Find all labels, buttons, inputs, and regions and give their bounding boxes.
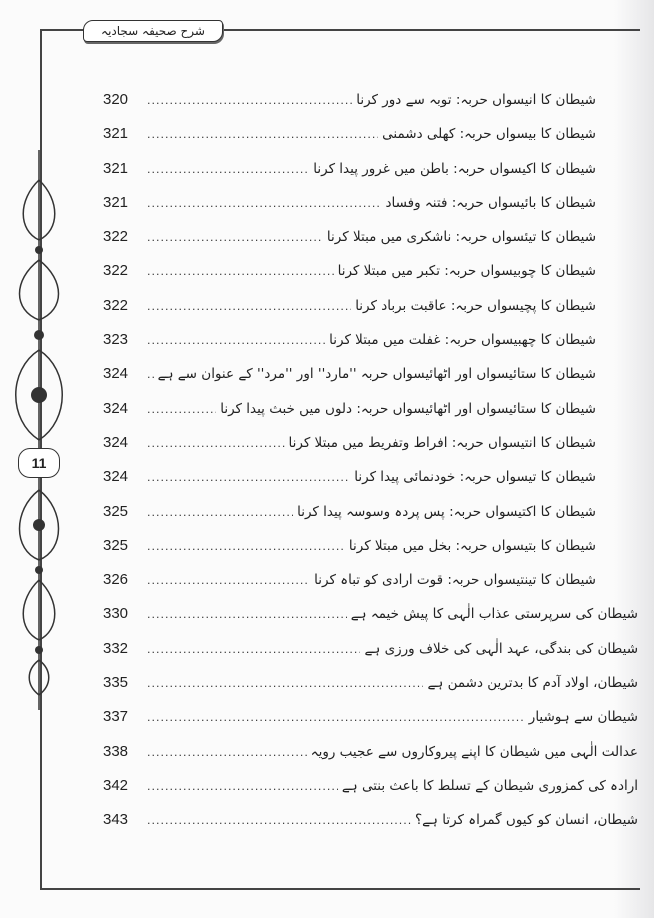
- toc-entry-page: 325: [103, 536, 129, 554]
- toc-entry-title: شیطان کا پچیسواں حربہ: عاقبت برباد کرنا: [355, 297, 596, 314]
- toc-entry-title: شیطان سے ہوشیار: [528, 709, 638, 726]
- toc-entry[interactable]: ارادہ کی کمزوری شیطان کے تسلط کا باعث بن…: [103, 774, 638, 808]
- toc-entry[interactable]: شیطان، اولاد آدم کا بدترین دشمن ہے 335: [103, 671, 638, 705]
- running-header: شرح صحیفہ سجادیہ: [83, 20, 223, 42]
- toc-entry-page: 330: [103, 605, 129, 623]
- toc-entry[interactable]: شیطان کا چوبیسواں حربہ: تکبر میں مبتلا ک…: [103, 259, 638, 293]
- leader-dots: [147, 295, 351, 319]
- toc-entry[interactable]: شیطان کا پچیسواں حربہ: عاقبت برباد کرنا 3…: [103, 294, 638, 328]
- leader-dots: [147, 89, 352, 113]
- toc-entry-page: 343: [103, 811, 129, 829]
- toc-entry[interactable]: شیطان کی سرپرستی عذاب الٰہی کا پیش خیمہ …: [103, 602, 638, 636]
- toc-entry[interactable]: شیطان کا بیسواں حربہ: کھلی دشمنی 321: [103, 122, 638, 156]
- toc-entry-page: 324: [103, 433, 129, 451]
- toc-entry-title: شیطان، اولاد آدم کا بدترین دشمن ہے: [427, 675, 638, 692]
- leader-dots: [147, 638, 360, 662]
- toc-entry-title: شیطان کا بائیسواں حربہ: فتنہ وفساد: [385, 194, 596, 211]
- toc-entry[interactable]: شیطان کا تیسواں حربہ: خودنمائی پیدا کرنا…: [103, 465, 638, 499]
- toc-entry[interactable]: شیطان کا بائیسواں حربہ: فتنہ وفساد 321: [103, 191, 638, 225]
- toc-entry-title: شیطان کا ستائیسواں اور اٹھائیسواں حربہ '…: [157, 366, 596, 383]
- toc-entry-page: 322: [103, 228, 129, 246]
- toc-entry-title: شیطان، انسان کو کیوں گمراہ کرتا ہے؟: [414, 812, 638, 829]
- leader-dots: [147, 192, 381, 216]
- toc-entry[interactable]: شیطان کا تیئسواں حربہ: ناشکری میں مبتلا …: [103, 225, 638, 259]
- toc-entry-page: 338: [103, 742, 129, 760]
- toc-entry[interactable]: شیطان کا تینتیسواں حربہ: قوت ارادی کو تب…: [103, 568, 638, 602]
- toc-entry-title: شیطان کی سرپرستی عذاب الٰہی کا پیش خیمہ …: [350, 606, 638, 623]
- leader-dots: [147, 603, 347, 627]
- leader-dots: [147, 809, 411, 833]
- toc-entry[interactable]: شیطان، انسان کو کیوں گمراہ کرتا ہے؟ 343: [103, 808, 638, 842]
- header-rule: [40, 29, 640, 31]
- leader-dots: [147, 363, 154, 387]
- page-number: 11: [18, 448, 60, 478]
- toc-entry[interactable]: شیطان کی بندگی، عہد الٰہی کی خلاف ورزی ہ…: [103, 637, 638, 671]
- toc-entry-page: 321: [103, 125, 129, 143]
- leader-dots: [147, 158, 309, 182]
- toc-entry-page: 321: [103, 159, 129, 177]
- toc-entry[interactable]: شیطان سے ہوشیار 337: [103, 705, 638, 739]
- toc-entry[interactable]: شیطان کا ستائیسواں اور اٹھائیسواں حربہ: …: [103, 397, 638, 431]
- toc-entry-title: شیطان کا بتیسواں حربہ: بخل میں مبتلا کرن…: [348, 537, 596, 554]
- toc-entry-page: 322: [103, 262, 129, 280]
- leader-dots: [147, 501, 293, 525]
- toc-entry[interactable]: عدالت الٰہی میں شیطان کا اپنے پیروکاروں …: [103, 740, 638, 774]
- toc-entry-page: 323: [103, 331, 129, 349]
- toc-entry-title: شیطان کا بیسواں حربہ: کھلی دشمنی: [382, 126, 596, 143]
- leader-dots: [147, 741, 307, 765]
- toc-entry[interactable]: شیطان کا انتیسواں حربہ: افراط وتفریط میں…: [103, 431, 638, 465]
- toc-entry-title: شیطان کا تینتیسواں حربہ: قوت ارادی کو تب…: [314, 572, 596, 589]
- toc-entry-page: 342: [103, 776, 129, 794]
- toc-entry-title: شیطان کا تیئسواں حربہ: ناشکری میں مبتلا …: [326, 229, 596, 246]
- toc-entry[interactable]: شیطان کا اکیسواں حربہ: باطن میں غرور پید…: [103, 157, 638, 191]
- toc-entry-title: شیطان کا انتیسواں حربہ: افراط وتفریط میں…: [288, 434, 596, 451]
- toc-entry-page: 337: [103, 708, 129, 726]
- toc-entry-title: شیطان کا اکتیسواں حربہ: پس پردہ وسوسہ پی…: [297, 503, 596, 520]
- toc-entry[interactable]: شیطان کا اکتیسواں حربہ: پس پردہ وسوسہ پی…: [103, 500, 638, 534]
- scan-shadow: [614, 0, 654, 918]
- toc-entry[interactable]: شیطان کا بتیسواں حربہ: بخل میں مبتلا کرن…: [103, 534, 638, 568]
- toc-entry-title: شیطان کا اکیسواں حربہ: باطن میں غرور پید…: [313, 160, 596, 177]
- toc-entry[interactable]: شیطان کا چھبیسواں حربہ: غفلت میں مبتلا ک…: [103, 328, 638, 362]
- toc-entry-title: شیطان کا چوبیسواں حربہ: تکبر میں مبتلا ک…: [337, 263, 596, 280]
- toc-entry-title: شیطان کا چھبیسواں حربہ: غفلت میں مبتلا ک…: [329, 332, 596, 349]
- toc-entry-page: 332: [103, 639, 129, 657]
- toc-entry-page: 320: [103, 91, 129, 108]
- leader-dots: [147, 123, 378, 147]
- table-of-contents: شیطان کا انیسواں حربہ: توبہ سے دور کرنا 3…: [103, 88, 638, 843]
- leader-dots: [147, 432, 285, 456]
- toc-entry-page: 326: [103, 571, 129, 589]
- toc-entry-page: 321: [103, 193, 129, 211]
- toc-entry-title: شیطان کا تیسواں حربہ: خودنمائی پیدا کرنا: [354, 469, 596, 486]
- toc-entry-page: 335: [103, 674, 129, 692]
- leader-dots: [147, 672, 423, 696]
- toc-entry-title: ارادہ کی کمزوری شیطان کے تسلط کا باعث بن…: [341, 777, 638, 794]
- leader-dots: [147, 466, 350, 490]
- leader-dots: [147, 226, 323, 250]
- toc-entry-page: 322: [103, 296, 129, 314]
- leader-dots: [147, 775, 338, 799]
- toc-entry[interactable]: شیطان کا انیسواں حربہ: توبہ سے دور کرنا 3…: [103, 88, 638, 122]
- leader-dots: [147, 706, 525, 730]
- toc-entry[interactable]: شیطان کا ستائیسواں اور اٹھائیسواں حربہ '…: [103, 362, 638, 396]
- toc-entry-title: شیطان کا انیسواں حربہ: توبہ سے دور کرنا: [356, 92, 596, 108]
- toc-entry-title: شیطان کا ستائیسواں اور اٹھائیسواں حربہ: …: [220, 400, 596, 417]
- leader-dots: [147, 329, 325, 353]
- toc-entry-title: عدالت الٰہی میں شیطان کا اپنے پیروکاروں …: [310, 743, 638, 760]
- toc-entry-page: 324: [103, 399, 129, 417]
- toc-entry-page: 325: [103, 502, 129, 520]
- leader-dots: [147, 398, 216, 422]
- toc-entry-page: 324: [103, 365, 129, 383]
- leader-dots: [147, 569, 310, 593]
- footer-rule: [40, 888, 640, 890]
- leader-dots: [147, 260, 334, 284]
- floral-ornament-icon: [15, 150, 63, 710]
- leader-dots: [147, 535, 345, 559]
- toc-entry-title: شیطان کی بندگی، عہد الٰہی کی خلاف ورزی ہ…: [364, 640, 638, 657]
- toc-entry-page: 324: [103, 468, 129, 486]
